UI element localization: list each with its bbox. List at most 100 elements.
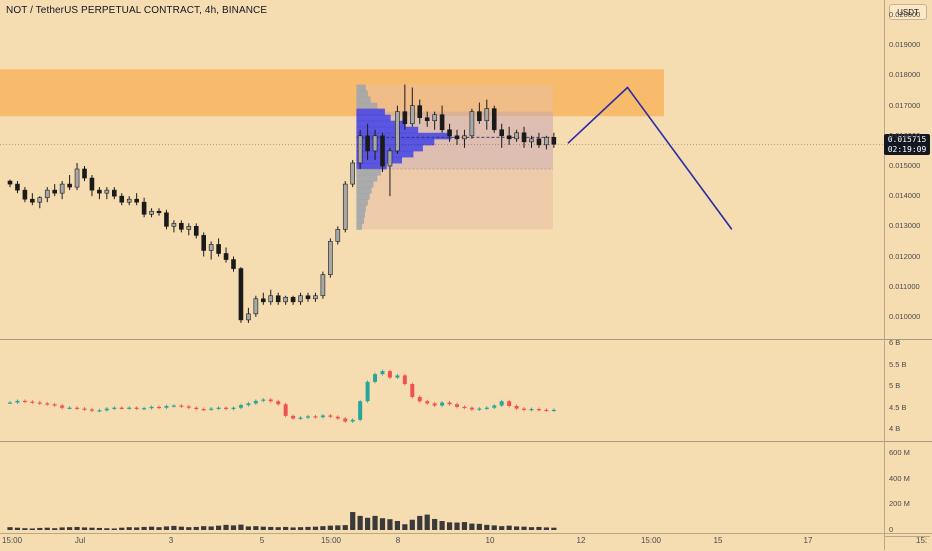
oscillator-body [425, 401, 430, 404]
candle-body [305, 295, 311, 300]
candle [283, 295, 288, 305]
volume-bar [394, 521, 400, 530]
oscillator-body [365, 381, 370, 402]
oscillator-body [343, 418, 348, 422]
oscillator-candle [469, 406, 474, 411]
oscillator-body [462, 406, 467, 409]
candle-body [201, 235, 206, 251]
oscillator-candle [253, 399, 258, 405]
oscillator-body [8, 402, 12, 404]
candle [201, 232, 206, 257]
oscillator-candle [425, 399, 430, 405]
oscillator-candle [52, 402, 57, 408]
oscillator-body [75, 407, 80, 409]
oscillator-body [291, 415, 296, 419]
volume-bar [156, 527, 162, 530]
oscillator-body [261, 399, 266, 401]
candle-body [231, 259, 236, 269]
oscillator-candle [201, 407, 206, 411]
candle [536, 132, 542, 148]
price-axis-label: 0.015000 [889, 160, 921, 170]
volume-bar [275, 527, 281, 530]
volume-profile-row [356, 187, 372, 194]
volume-bar [379, 518, 386, 530]
candle-body [30, 198, 35, 203]
volume-profile-row [356, 217, 365, 224]
oscillator-body [179, 405, 184, 407]
candle-body [141, 201, 147, 215]
candle-body [521, 132, 527, 143]
time-axis-label: 15: [916, 536, 928, 545]
volume-bar [67, 527, 73, 530]
candle-body [350, 162, 356, 185]
oscillator-body [67, 407, 72, 409]
candle-body [179, 223, 184, 230]
candle [350, 159, 356, 188]
candle [365, 123, 370, 160]
candle-body [149, 210, 154, 215]
volume-profile-row [356, 156, 403, 164]
volume-axis-label: 200 M [889, 499, 910, 509]
candle-body [506, 135, 512, 140]
candle [290, 295, 296, 305]
volume-bar [223, 524, 229, 530]
oscillator-candle [75, 406, 80, 411]
volume-bar [409, 519, 415, 530]
oscillator-body [507, 401, 512, 406]
volume-bar [521, 526, 527, 530]
oscillator-candle [276, 399, 281, 406]
candle [409, 87, 415, 127]
volume-profile-row [356, 223, 363, 230]
volume-profile-row [356, 96, 371, 104]
time-axis-label: 5 [259, 536, 265, 545]
oscillator-candle [402, 373, 407, 386]
volume-bar [365, 517, 371, 530]
candle-body [432, 114, 437, 122]
oscillator-body [328, 415, 333, 417]
oscillator-body [283, 404, 288, 416]
volume-profile-row [356, 162, 387, 170]
candle-body [186, 226, 192, 230]
oscillator-candle [119, 406, 124, 410]
volume-bar [484, 524, 490, 530]
volume-bar [81, 527, 88, 530]
candle-body [544, 137, 549, 146]
candle [74, 162, 80, 191]
oscillator-candle [306, 414, 310, 420]
candle-body [246, 313, 251, 321]
volume-bar [290, 527, 296, 530]
oscillator-candle [104, 407, 109, 412]
oscillator-body [447, 402, 452, 405]
oscillator-body [373, 374, 378, 382]
candle-body [290, 296, 296, 303]
candle [260, 292, 266, 305]
candle-body [402, 111, 408, 125]
volume-bar [52, 528, 58, 530]
candle [186, 223, 192, 236]
oscillator-candle [343, 416, 348, 423]
volume-axis-label: 600 M [889, 448, 910, 457]
volume-bar [29, 528, 35, 530]
candle-body [104, 189, 110, 194]
candle [134, 193, 139, 206]
price-axis-label: 0.012000 [889, 251, 921, 261]
volume-bar [387, 519, 393, 530]
oscillator-candle [387, 369, 392, 380]
oscillator-body [89, 409, 94, 411]
oscillator-candle [22, 399, 27, 404]
oscillator-candle [499, 399, 504, 408]
volume-bar [499, 526, 505, 530]
oscillator-candle [291, 414, 296, 420]
oscillator-candle [417, 395, 422, 403]
currency-button[interactable]: USDT [889, 4, 927, 20]
volume-profile-row [356, 102, 378, 110]
candle-body [112, 189, 117, 197]
volume-bar [208, 526, 214, 530]
candle [439, 105, 445, 133]
candle [149, 208, 154, 218]
oscillator-candle [365, 380, 370, 403]
axis-corner[interactable] [884, 536, 930, 551]
oscillator-body [395, 375, 400, 378]
